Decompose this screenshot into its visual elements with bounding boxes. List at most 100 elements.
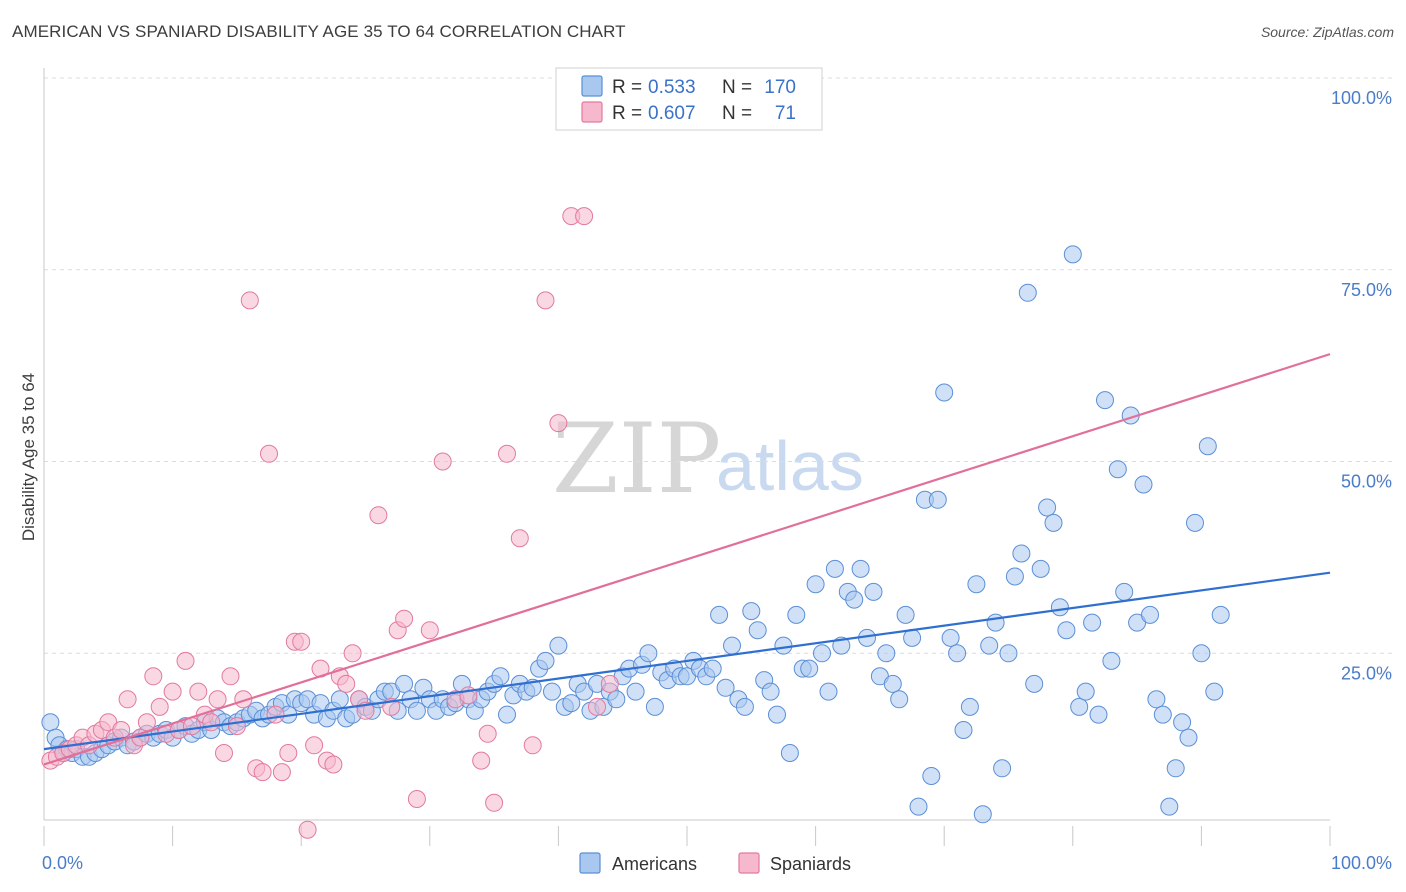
watermark-zip: ZIP [552, 403, 721, 515]
bottom-legend-label-spaniards: Spaniards [770, 854, 851, 874]
y-tick-label: 25.0% [1341, 663, 1392, 683]
americans-point [1012, 544, 1031, 563]
spaniards-point [279, 744, 298, 762]
spaniards-point [292, 632, 311, 651]
americans-point [813, 644, 831, 663]
americans-point [536, 651, 555, 670]
americans-point [1153, 705, 1172, 724]
americans-point [851, 559, 870, 578]
americans-point [1173, 713, 1192, 732]
americans-point [1192, 644, 1211, 663]
americans-point [1115, 582, 1134, 601]
y-tick-label: 100.0% [1331, 88, 1392, 108]
spaniards-point [536, 291, 555, 310]
americans-point [780, 744, 799, 762]
americans-point [845, 590, 864, 609]
americans-point [639, 644, 658, 663]
americans-point [973, 805, 992, 824]
americans-point [948, 644, 967, 663]
americans-point [928, 490, 947, 509]
legend-swatch-americans [581, 75, 603, 97]
source-label: Source: ZipAtlas.com [1260, 24, 1394, 40]
americans-point [1076, 682, 1095, 701]
spaniards-point [215, 744, 233, 762]
spaniards-point [343, 644, 362, 663]
legend-n-label-americans: N = [722, 77, 752, 98]
x-tick-label: 100.0% [1331, 853, 1392, 873]
americans-point [768, 705, 786, 724]
americans-point [723, 636, 741, 655]
spaniards-point [227, 717, 246, 736]
spaniards-point [472, 751, 491, 770]
spaniards-point [298, 820, 317, 839]
americans-point [1134, 475, 1153, 494]
americans-point [800, 659, 819, 678]
americans-point [1160, 797, 1179, 816]
spaniards-point [337, 674, 356, 693]
spaniards-point [420, 621, 439, 640]
bottom-legend-swatch-americans [579, 852, 601, 874]
americans-point [986, 613, 1005, 632]
americans-point [1070, 697, 1089, 716]
spaniards-point [549, 414, 568, 433]
spaniards-point [202, 713, 221, 732]
americans-point [967, 575, 986, 594]
watermark: ZIP atlas [552, 403, 864, 515]
americans-point [1102, 651, 1121, 670]
spaniards-point [485, 793, 504, 812]
series-legend: Americans Spaniards [579, 852, 851, 874]
americans-point [1186, 513, 1204, 532]
spaniards-point [253, 763, 272, 782]
americans-point [1141, 605, 1159, 624]
spaniards-point [575, 207, 594, 226]
americans-point [710, 605, 729, 624]
spaniards-point [433, 452, 452, 471]
spaniards-point [260, 444, 278, 463]
y-tick-label: 75.0% [1341, 280, 1392, 300]
spaniards-point [395, 609, 414, 628]
spaniards-point [407, 790, 426, 808]
americans-point [1038, 498, 1057, 517]
americans-point [819, 682, 838, 701]
spaniards-point [240, 291, 259, 310]
y-ticks: 25.0% 50.0% 75.0% 100.0% [1331, 88, 1392, 683]
americans-point [1025, 674, 1044, 693]
spaniards-point [266, 705, 285, 724]
legend-swatch-spaniards [581, 101, 603, 123]
americans-trend-line [43, 571, 1331, 751]
americans-point [890, 690, 909, 709]
americans-point [1063, 245, 1082, 264]
spaniards-point [150, 697, 169, 716]
americans-point [1089, 705, 1108, 724]
americans-point [748, 621, 767, 640]
legend-r-label-spaniards: R = [612, 103, 642, 124]
americans-point [1147, 690, 1166, 709]
spaniards-point [221, 667, 240, 686]
americans-point [543, 682, 561, 701]
americans-point [999, 644, 1018, 663]
spaniards-point [144, 667, 163, 686]
americans-point [864, 582, 883, 601]
americans-point [980, 636, 999, 655]
americans-point [909, 797, 928, 816]
americans-point [787, 605, 806, 624]
gridlines [44, 77, 1392, 654]
americans-point [491, 667, 510, 686]
americans-point [825, 559, 844, 578]
spaniards-point [369, 506, 388, 525]
spaniards-point [112, 721, 131, 739]
americans-point [896, 605, 915, 624]
spaniards-point [305, 736, 324, 755]
americans-point [877, 644, 896, 663]
spaniards-point [118, 690, 137, 709]
legend-r-value-americans: 0.533 [648, 77, 696, 98]
americans-point [761, 682, 780, 701]
americans-point [549, 636, 568, 655]
americans-point [645, 697, 664, 716]
americans-point [498, 705, 516, 724]
x-ticks: 0.0% 100.0% [42, 826, 1392, 873]
spaniards-trend-line [43, 353, 1331, 766]
chart-title: AMERICAN VS SPANIARD DISABILITY AGE 35 T… [12, 22, 626, 41]
americans-point [1211, 605, 1230, 624]
